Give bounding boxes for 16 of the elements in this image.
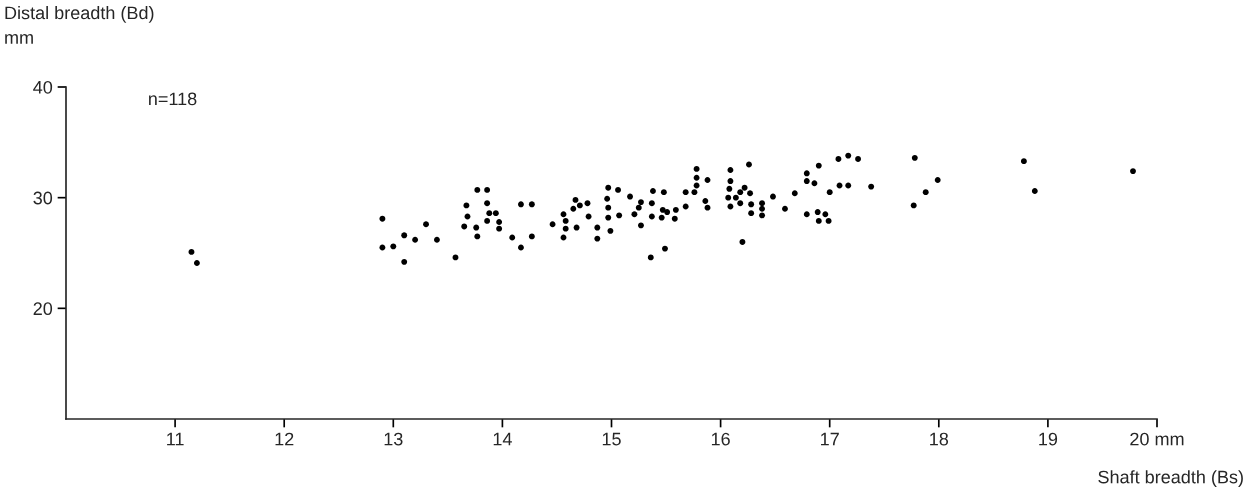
x-tick-label: 19 bbox=[1039, 432, 1058, 446]
y-tick-label: 40 bbox=[33, 80, 53, 94]
y-tick-label: 20 bbox=[33, 302, 53, 316]
x-axis-title: Shaft breadth (Bs) bbox=[1098, 470, 1243, 487]
annotation: n=118 bbox=[149, 92, 197, 106]
x-tick-label: 15 bbox=[602, 432, 621, 446]
x-tick-label: 20 mm bbox=[1130, 432, 1184, 446]
x-tick-label: 16 bbox=[711, 432, 730, 446]
x-tick-label: 13 bbox=[384, 432, 403, 446]
x-tick-label: 17 bbox=[821, 432, 839, 446]
x-tick-label: 11 bbox=[167, 432, 184, 446]
x-tick-label: 14 bbox=[493, 432, 512, 446]
y-axis-title: Distal breadth (Bd) mm bbox=[5, 6, 154, 44]
x-tick-label: 12 bbox=[275, 432, 294, 446]
y-tick-label: 30 bbox=[33, 191, 53, 205]
x-tick-label: 18 bbox=[930, 432, 949, 446]
